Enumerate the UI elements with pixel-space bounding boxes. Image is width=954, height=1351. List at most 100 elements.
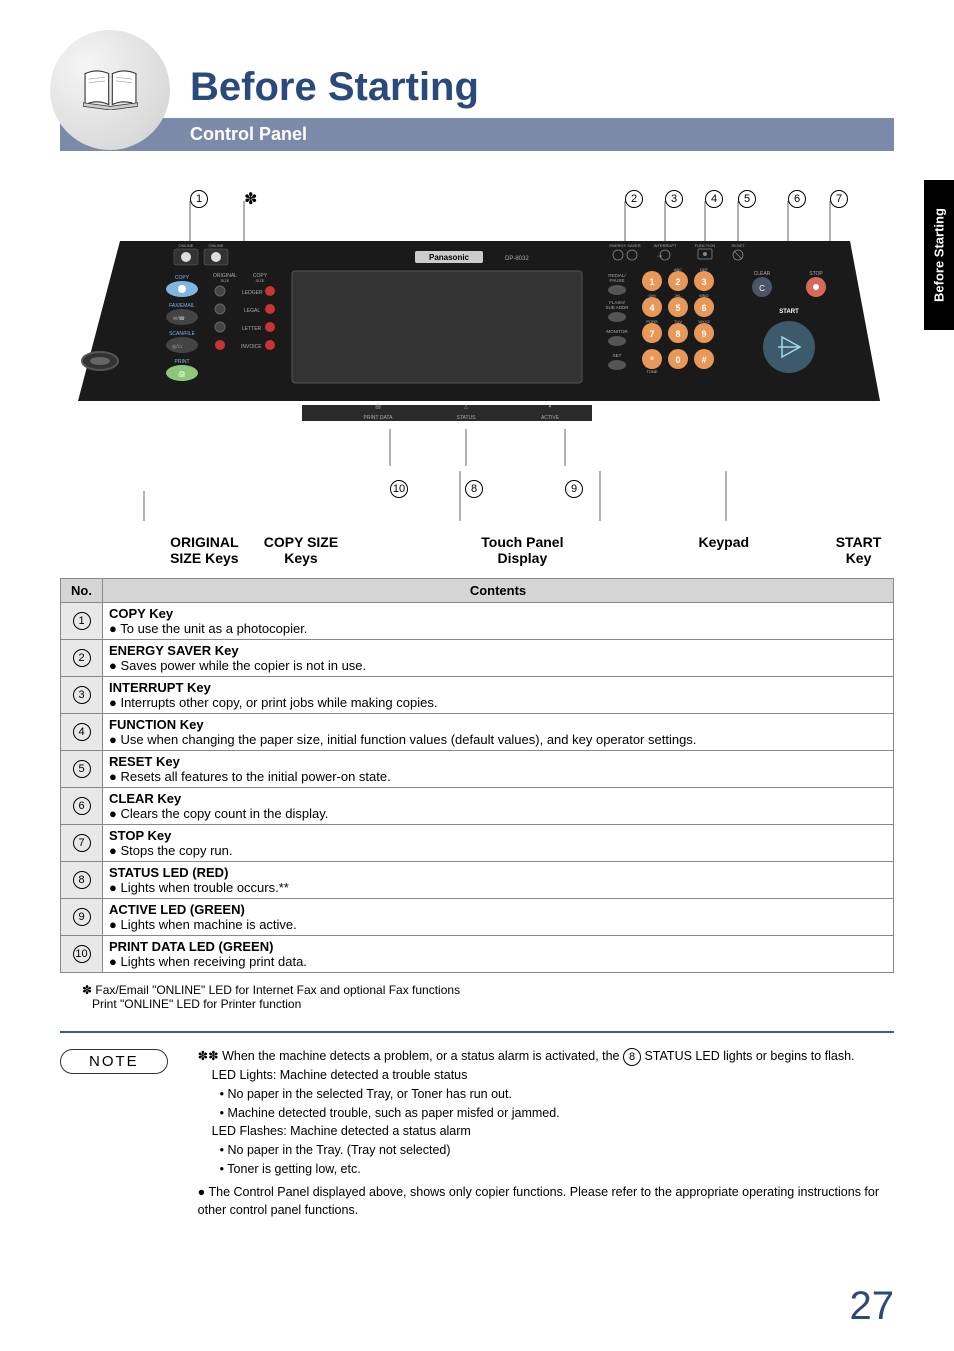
svg-text:ABC: ABC bbox=[674, 267, 682, 272]
row-content: RESET Key● Resets all features to the in… bbox=[103, 751, 894, 788]
table-row: 2ENERGY SAVER Key● Saves power while the… bbox=[61, 640, 894, 677]
th-contents: Contents bbox=[103, 579, 894, 603]
svg-text:RESET: RESET bbox=[731, 243, 745, 248]
svg-text:1: 1 bbox=[649, 277, 654, 287]
table-row: 1COPY Key● To use the unit as a photocop… bbox=[61, 603, 894, 640]
row-num: 1 bbox=[61, 603, 103, 640]
group-label: Touch PanelDisplay bbox=[460, 534, 584, 566]
svg-text:0: 0 bbox=[675, 355, 680, 365]
group-label: STARTKey bbox=[823, 534, 894, 566]
svg-text:GHI: GHI bbox=[648, 293, 655, 298]
svg-text:LEGAL: LEGAL bbox=[244, 308, 260, 314]
svg-text:SUB ADDR: SUB ADDR bbox=[605, 305, 629, 310]
callout-5: 5 bbox=[738, 189, 756, 208]
asterisk-footnote: ✽ Fax/Email "ONLINE" LED for Internet Fa… bbox=[82, 983, 894, 1011]
row-content: COPY Key● To use the unit as a photocopi… bbox=[103, 603, 894, 640]
svg-text:FAX/EMAIL: FAX/EMAIL bbox=[169, 303, 195, 309]
svg-text:JKL: JKL bbox=[675, 293, 683, 298]
row-num: 8 bbox=[61, 862, 103, 899]
control-panel-diagram: ONLINE ONLINE Panasonic DP-8032 ENERGY S… bbox=[60, 181, 894, 566]
svg-text:PAUSE: PAUSE bbox=[610, 278, 625, 283]
chapter-title: Before Starting bbox=[190, 40, 894, 110]
svg-text:ONLINE: ONLINE bbox=[209, 243, 224, 248]
row-content: ENERGY SAVER Key● Saves power while the … bbox=[103, 640, 894, 677]
svg-text:Panasonic: Panasonic bbox=[429, 253, 470, 262]
chapter-header: Before Starting Control Panel bbox=[60, 40, 894, 151]
svg-text:*: * bbox=[650, 355, 654, 365]
svg-text:6: 6 bbox=[701, 303, 706, 313]
svg-text:✉/☎: ✉/☎ bbox=[173, 316, 185, 322]
svg-text:7: 7 bbox=[649, 329, 654, 339]
svg-text:🖨: 🖨 bbox=[375, 403, 381, 410]
svg-text:SIZE: SIZE bbox=[221, 278, 230, 283]
book-icon bbox=[50, 30, 170, 150]
row-num: 9 bbox=[61, 899, 103, 936]
callout-10: 10 bbox=[390, 479, 408, 498]
svg-text:INVOICE: INVOICE bbox=[241, 344, 262, 350]
group-label: COPY SIZEKeys bbox=[257, 534, 346, 566]
row-num: 3 bbox=[61, 677, 103, 714]
svg-text:SET: SET bbox=[613, 353, 622, 358]
note-divider bbox=[60, 1031, 894, 1033]
svg-text:ONLINE: ONLINE bbox=[179, 243, 194, 248]
table-row: 5RESET Key● Resets all features to the i… bbox=[61, 751, 894, 788]
page-number: 27 bbox=[850, 1284, 895, 1329]
row-num: 10 bbox=[61, 936, 103, 973]
svg-text:DP-8032: DP-8032 bbox=[505, 256, 529, 262]
note-badge: NOTE bbox=[60, 1049, 168, 1074]
table-row: 8STATUS LED (RED)● Lights when trouble o… bbox=[61, 862, 894, 899]
row-content: FUNCTION Key● Use when changing the pape… bbox=[103, 714, 894, 751]
callout-7: 7 bbox=[830, 189, 848, 208]
svg-text:ENERGY SAVER: ENERGY SAVER bbox=[609, 243, 640, 248]
svg-text:LETTER: LETTER bbox=[242, 326, 262, 332]
callout-2: 2 bbox=[625, 189, 643, 208]
svg-text:C: C bbox=[759, 284, 765, 293]
callout-*: ✽ bbox=[244, 189, 257, 209]
svg-text:4: 4 bbox=[649, 303, 654, 313]
svg-text:MNO: MNO bbox=[699, 293, 708, 298]
row-num: 2 bbox=[61, 640, 103, 677]
side-tab: Before Starting bbox=[924, 180, 954, 330]
table-row: 7STOP Key● Stops the copy run. bbox=[61, 825, 894, 862]
svg-text:START: START bbox=[779, 309, 799, 315]
table-row: 4FUNCTION Key● Use when changing the pap… bbox=[61, 714, 894, 751]
row-num: 4 bbox=[61, 714, 103, 751]
row-content: PRINT DATA LED (GREEN)● Lights when rece… bbox=[103, 936, 894, 973]
svg-text:PRINT: PRINT bbox=[175, 359, 190, 365]
group-label: ORIGINALSIZE Keys bbox=[160, 534, 249, 566]
svg-text:2: 2 bbox=[675, 277, 680, 287]
svg-text:PRINT DATA: PRINT DATA bbox=[364, 415, 394, 421]
row-content: CLEAR Key● Clears the copy count in the … bbox=[103, 788, 894, 825]
svg-text:STATUS: STATUS bbox=[457, 415, 477, 421]
svg-text:5: 5 bbox=[675, 303, 680, 313]
svg-text:◎/▭: ◎/▭ bbox=[172, 344, 183, 350]
table-row: 3INTERRUPT Key● Interrupts other copy, o… bbox=[61, 677, 894, 714]
note-section: NOTE ✽✽ When the machine detects a probl… bbox=[60, 1047, 894, 1220]
callout-8: 8 bbox=[465, 479, 483, 498]
row-content: INTERRUPT Key● Interrupts other copy, or… bbox=[103, 677, 894, 714]
svg-text:⇢: ⇢ bbox=[657, 254, 662, 260]
callout-4: 4 bbox=[705, 189, 723, 208]
th-no: No. bbox=[61, 579, 103, 603]
svg-text:🖨: 🖨 bbox=[178, 371, 186, 378]
group-label: Keypad bbox=[679, 534, 768, 566]
row-content: ACTIVE LED (GREEN)● Lights when machine … bbox=[103, 899, 894, 936]
table-row: 10PRINT DATA LED (GREEN)● Lights when re… bbox=[61, 936, 894, 973]
section-title: Control Panel bbox=[60, 118, 894, 151]
row-num: 7 bbox=[61, 825, 103, 862]
callout-6: 6 bbox=[788, 189, 806, 208]
svg-text:9: 9 bbox=[701, 329, 706, 339]
svg-text:COPY: COPY bbox=[175, 275, 190, 281]
contents-table: No. Contents 1COPY Key● To use the unit … bbox=[60, 578, 894, 973]
callout-1: 1 bbox=[190, 189, 208, 208]
svg-text:CLEAR: CLEAR bbox=[754, 271, 771, 277]
svg-text:△: △ bbox=[464, 404, 468, 410]
svg-text:8: 8 bbox=[675, 329, 680, 339]
note-text: ✽✽ When the machine detects a problem, o… bbox=[198, 1047, 894, 1220]
svg-text:TONE: TONE bbox=[646, 369, 657, 374]
callout-9: 9 bbox=[565, 479, 583, 498]
row-content: STATUS LED (RED)● Lights when trouble oc… bbox=[103, 862, 894, 899]
row-num: 5 bbox=[61, 751, 103, 788]
svg-text:SIZE: SIZE bbox=[256, 278, 265, 283]
svg-text:ACTIVE: ACTIVE bbox=[541, 415, 560, 421]
